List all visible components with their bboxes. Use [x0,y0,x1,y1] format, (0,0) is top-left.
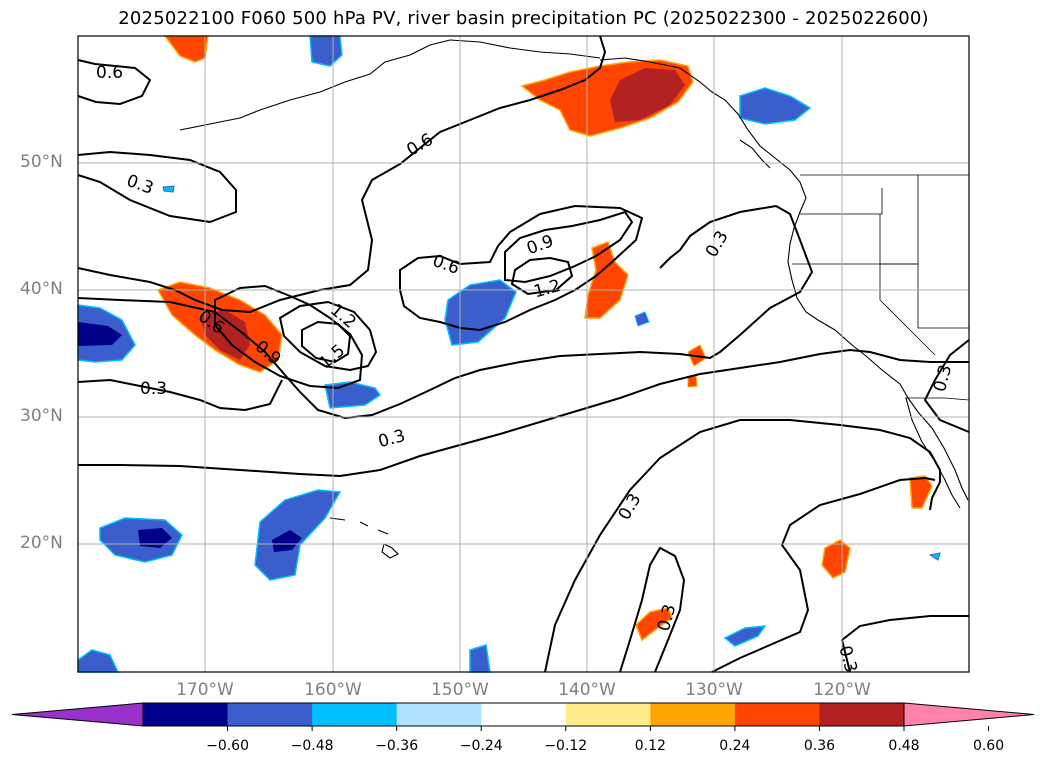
contour-0.3-se [711,476,936,673]
contour-1.2-loop [510,256,574,296]
lat-tick-label: 20°N [20,533,63,553]
contour-label: 0.6 [96,63,123,83]
colorbar [11,702,1035,731]
lon-tick-label: 140°W [558,680,616,700]
colorbar-segment [396,703,482,726]
colorbar-tick-label: 0.12 [634,738,666,754]
coast-north-america [599,57,969,501]
colorbar-tick-label: −0.36 [375,738,419,754]
colorbar-tick-label: −0.24 [459,738,503,754]
contour-label: 0.3 [140,379,167,399]
contour-0.3-south [78,348,969,478]
coast-alaska-south [449,39,601,59]
lon-tick-label: 120°W [813,680,871,700]
precip-core-sub-blue-2 [272,530,302,552]
colorbar-segment [143,703,229,726]
colorbar-tick-label: 0.48 [888,738,920,754]
precip-blob-tiny-blue-2 [928,552,941,561]
colorbar-frame [142,702,905,727]
precip-blob-tiny-blue [634,311,650,327]
contour-0.6-top [77,59,152,106]
precip-blob-tiny-blue-3 [162,185,175,193]
border-wa-or [800,188,883,215]
contour-0.6-main [77,35,607,314]
contour-0.3-west [77,150,237,224]
precip-core-sub-blue-1 [138,528,172,548]
precip-core-bc-coast [610,68,685,122]
contour-0.3-southloop [619,546,686,673]
lon-tick-label: 170°W [176,680,234,700]
political-borders [792,174,970,401]
contour-0.3-south2 [544,419,941,673]
colorbar-tick-label: 0.36 [803,738,836,754]
contour-0.3-mid [77,204,814,420]
contour-1.5-center [301,320,352,364]
lat-tick-label: 30°N [20,406,63,426]
contour-0.9-loop [504,210,634,284]
colorbar-segment [227,703,313,726]
colorbar-tick-label: −0.60 [206,738,249,754]
colorbar-segment [565,703,651,726]
precip-blob-bottom-blue-2 [469,644,491,673]
colorbar-segment [481,703,567,726]
colorbar-tick-label: 0.60 [972,738,1005,754]
colorbar-segment [819,703,905,726]
colorbar-extend-low [11,702,144,727]
lat-tick-label: 50°N [20,152,63,172]
colorbar-tick-label: −0.48 [290,738,334,754]
colorbar-segment [650,703,736,726]
colorbar-extend-high [903,702,1035,727]
precip-blob-140w-red [584,241,629,319]
colorbar-tick-label: −0.12 [544,738,588,754]
lat-tick-label: 40°N [20,279,63,299]
border-ca-nv [879,264,936,356]
colorbar-tick-label: 0.24 [719,738,751,754]
precip-blob-south-red-1 [821,539,851,579]
colorbar-segment [312,703,398,726]
lon-tick-label: 150°W [431,680,489,700]
map-frame [77,35,970,673]
precip-core-central-red [200,310,250,360]
coast-vancouver [739,139,771,169]
precip-blob-south-red-3 [635,607,673,642]
border-us-mexico [905,397,970,401]
precip-blob-ne-blue [739,87,812,125]
map-title: 2025022100 F060 500 hPa PV, river basin … [118,8,929,29]
precip-blob-south-red-2 [909,475,933,509]
lon-tick-label: 130°W [685,680,743,700]
gridlines [78,36,969,672]
lon-tick-label: 160°W [304,680,362,700]
contour-0.3-se2 [840,615,969,673]
pv-contours [77,35,970,673]
precip-blob-bottom-blue-3 [723,625,767,647]
contour-0.3-coast [923,339,970,433]
coast-hawaii [329,517,399,559]
contour-0.3-left [77,378,283,412]
precip-core-left-blue [78,322,122,346]
contour-1.2-center [278,300,378,372]
colorbar-segment [734,703,820,726]
